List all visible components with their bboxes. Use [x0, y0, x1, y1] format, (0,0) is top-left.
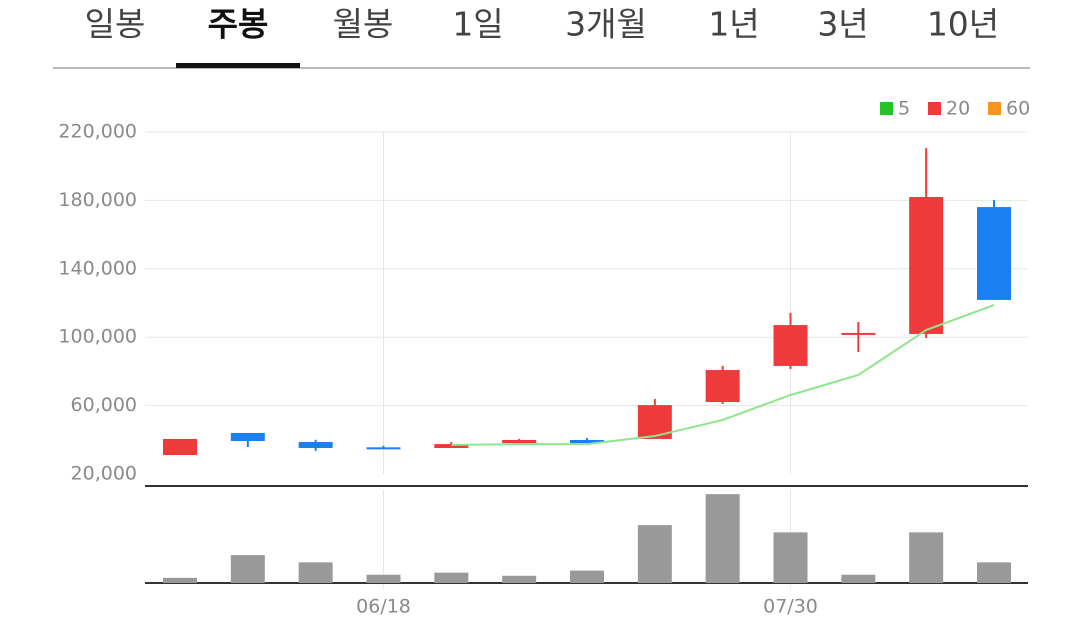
legend-label: 20 [946, 98, 970, 120]
y-tick-label: 60,000 [71, 394, 137, 416]
tab[interactable]: 3년 [817, 5, 868, 44]
volume-bar [637, 525, 672, 583]
volume-bar [773, 532, 808, 583]
volume-bar [570, 570, 604, 583]
volume-bar [434, 572, 469, 583]
tab[interactable]: 1년 [708, 5, 759, 44]
legend-swatch [988, 102, 1001, 115]
y-tick-label: 100,000 [58, 326, 137, 348]
candle-body [570, 439, 604, 444]
legend-swatch [880, 102, 893, 115]
tab[interactable]: 10년 [927, 5, 999, 44]
volume-bar [841, 574, 876, 583]
candle-body [705, 370, 740, 403]
volume-bar [230, 555, 265, 583]
candle-body [502, 439, 537, 444]
y-tick-label: 20,000 [71, 463, 137, 485]
tab[interactable]: 3개월 [565, 5, 647, 44]
tab[interactable]: 1일 [452, 5, 503, 44]
tab[interactable]: 일봉 [85, 5, 146, 44]
tab[interactable]: 주봉 [208, 5, 269, 44]
tab[interactable]: 월봉 [333, 5, 394, 44]
x-tick-label: 07/30 [763, 596, 818, 618]
candle-body [434, 444, 469, 449]
moving-average-line [451, 304, 995, 446]
y-tick-label: 220,000 [58, 121, 137, 143]
candle-body [298, 442, 333, 449]
volume-bar [977, 562, 1011, 583]
y-tick-label: 180,000 [58, 189, 137, 211]
candle-body [841, 332, 876, 335]
x-tick-label: 06/18 [356, 596, 411, 618]
volume-bar [163, 577, 197, 583]
candle-body [163, 438, 197, 456]
y-tick-label: 140,000 [58, 257, 137, 279]
candle-body [909, 196, 944, 334]
legend-swatch [928, 102, 941, 115]
candle-body [366, 447, 401, 450]
legend-label: 60 [1006, 98, 1030, 120]
volume-bar [298, 562, 333, 583]
tab-underline [176, 63, 300, 68]
volume-bar [705, 494, 740, 583]
volume-bar [502, 575, 537, 583]
candle-body [773, 325, 808, 366]
volume-bar [909, 532, 944, 583]
volume-bar [366, 574, 401, 583]
candle-body [230, 432, 265, 441]
legend-label: 5 [898, 98, 910, 120]
candle-body [977, 207, 1011, 300]
